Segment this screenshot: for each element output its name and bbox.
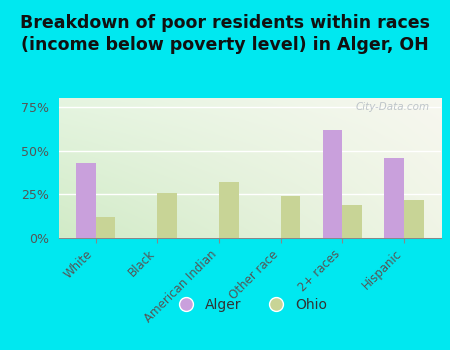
Bar <box>281 196 300 238</box>
Bar <box>323 130 342 238</box>
Bar <box>219 182 238 238</box>
Bar <box>384 158 404 238</box>
Text: City-Data.com: City-Data.com <box>356 102 429 112</box>
Legend: Alger, Ohio: Alger, Ohio <box>166 293 333 318</box>
Bar <box>342 205 362 238</box>
Text: Breakdown of poor residents within races
(income below poverty level) in Alger, : Breakdown of poor residents within races… <box>20 14 430 54</box>
Bar <box>95 217 115 238</box>
Bar <box>157 193 177 238</box>
Bar <box>404 199 424 238</box>
Bar <box>76 163 95 238</box>
